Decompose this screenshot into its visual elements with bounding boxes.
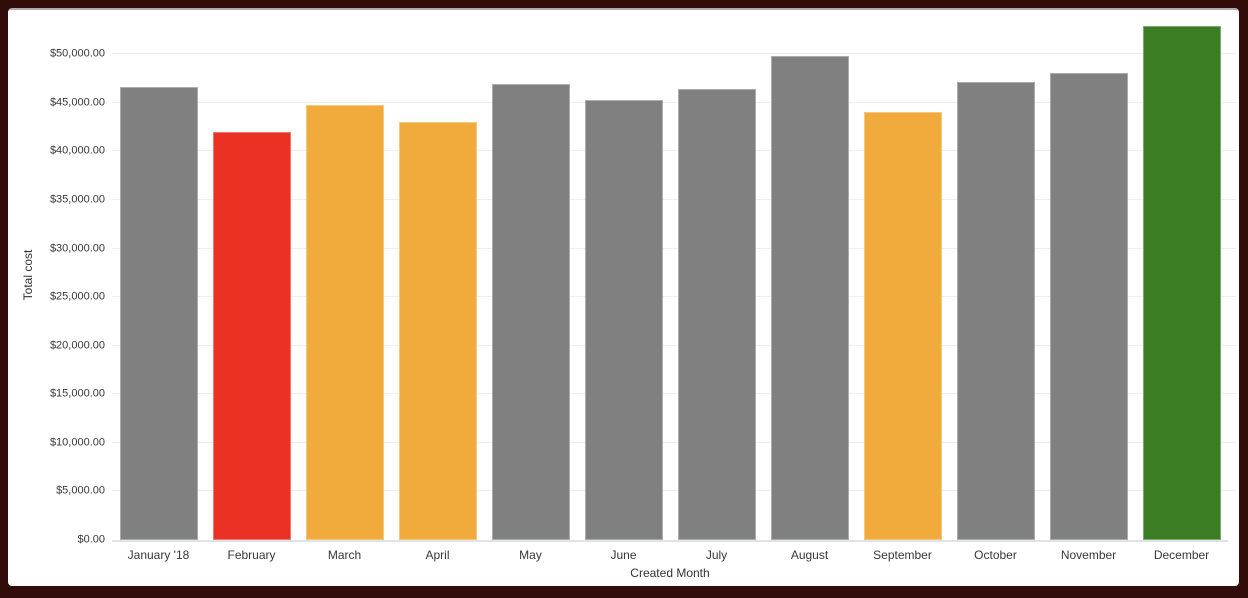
gridline [112,247,1236,249]
bar-september[interactable] [863,111,942,540]
x-axis-tick-label: July [705,548,728,562]
bar-april[interactable] [398,121,477,540]
plot-area [112,26,1236,542]
y-axis-tick-label: $45,000.00 [49,96,105,109]
bar-december[interactable] [1142,26,1221,540]
y-axis-tick-label: $5,000.00 [56,484,105,497]
x-axis-tick-label: May [519,548,542,562]
gridline [112,53,1236,55]
bar-january18[interactable] [119,87,198,540]
x-axis-tick-label: February [227,548,276,562]
gridline [112,150,1236,152]
y-axis-tick-label: $20,000.00 [49,339,105,352]
x-axis-tick-label: March [327,548,362,562]
x-axis-tick-label: January '18 [127,548,190,562]
gridline [112,393,1236,395]
gridline [112,490,1236,492]
x-axis-tick-label: August [790,548,829,562]
x-axis-title: Created Month [630,566,710,580]
gridline [112,296,1236,298]
y-axis-tick-label: $15,000.00 [49,387,105,400]
bar-july[interactable] [677,88,756,540]
gridline [112,441,1236,443]
x-axis-tick-label: November [1060,548,1117,562]
x-axis-tick-labels: January '18 February March April May June July… [112,548,1228,562]
y-axis-tick-label: $30,000.00 [49,242,105,255]
x-axis-tick-label: June [610,548,637,562]
bar-november[interactable] [1049,72,1128,540]
bar-march[interactable] [305,105,384,540]
bar-may[interactable] [491,84,570,540]
y-axis-tick-label: $40,000.00 [49,144,105,157]
y-axis-tick-label: $35,000.00 [49,193,105,206]
x-axis-tick-label: September [873,548,932,562]
gridline [112,198,1236,200]
gridline [112,344,1236,346]
x-axis-tick-label: December [1153,548,1210,562]
y-axis-tick-labels: $0.00 $5,000.00 $10,000.00 $15,000.00 $20,00… [8,26,105,546]
x-axis-tick-label: April [425,548,450,562]
gridline [112,101,1236,103]
bar-june[interactable] [584,99,663,540]
bar-october[interactable] [956,82,1035,540]
bar-august[interactable] [770,56,849,540]
y-axis-tick-label: $10,000.00 [49,436,105,449]
bar-february[interactable] [212,131,291,540]
y-axis-tick-label: $25,000.00 [49,290,105,303]
y-axis-tick-label: $50,000.00 [49,47,105,60]
chart-card: Total cost $0.00 $5,000.00 $10,000.00 $15,0… [8,8,1239,586]
x-axis-tick-label: October [974,548,1017,562]
y-axis-tick-label: $0.00 [77,533,105,546]
